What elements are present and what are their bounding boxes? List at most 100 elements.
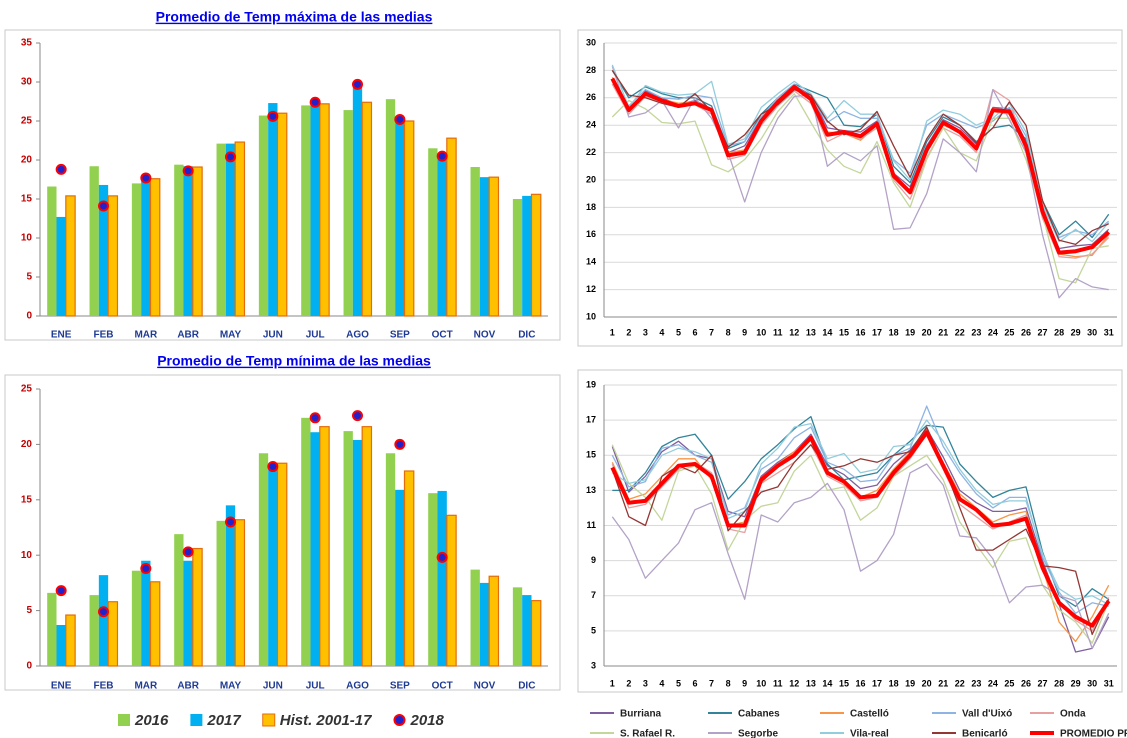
y-tick-label: 10 — [21, 233, 33, 244]
series-line: Benicarló — [611, 426, 1110, 636]
bar — [403, 470, 415, 667]
y-tick-label: 35 — [21, 38, 33, 49]
x-tick-label: 5 — [676, 327, 681, 337]
bar — [174, 164, 184, 316]
legend-label: Onda — [1060, 709, 1086, 720]
x-tick-label: 21 — [938, 327, 948, 337]
bar — [141, 178, 151, 316]
x-tick-label: 16 — [855, 327, 865, 337]
bar — [107, 195, 119, 317]
bar — [319, 103, 330, 317]
bar — [131, 570, 142, 666]
legend-swatch — [190, 714, 203, 726]
legend-swatch — [118, 714, 130, 726]
bar — [479, 177, 490, 316]
y-tick-label: 30 — [586, 37, 596, 47]
y-tick-label: 15 — [21, 494, 33, 505]
bar — [310, 101, 320, 316]
x-tick-label: 4 — [659, 327, 664, 337]
bar — [192, 547, 203, 667]
y-tick-label: 19 — [586, 379, 596, 389]
dot — [182, 546, 194, 558]
bar — [470, 569, 480, 666]
legend-label: PROMEDIO PR. — [1060, 729, 1127, 738]
y-tick-label: 10 — [21, 550, 33, 561]
series-group: Hist. 2001-17 — [65, 426, 542, 667]
x-tick-label: 30 — [1087, 678, 1097, 688]
legend-label: Burriana — [620, 709, 662, 720]
dot — [309, 412, 321, 424]
bar — [512, 199, 523, 316]
bar — [428, 493, 438, 666]
bar — [216, 520, 226, 666]
y-tick-label: 14 — [586, 257, 596, 267]
legend-label: Benicarló — [962, 729, 1008, 738]
x-tick-label: DIC — [518, 681, 535, 692]
bar — [141, 560, 151, 666]
x-tick-label: JUL — [306, 681, 325, 692]
x-tick-label: 29 — [1071, 327, 1081, 337]
x-tick-label: 26 — [1021, 678, 1031, 688]
x-tick-label: 25 — [1004, 327, 1014, 337]
x-tick-label: 21 — [938, 678, 948, 688]
bar — [301, 105, 311, 317]
x-tick-label: ENE — [51, 330, 72, 341]
y-tick-label: 5 — [26, 605, 32, 616]
dot — [98, 200, 109, 212]
dot — [140, 172, 152, 184]
y-tick-label: 0 — [26, 661, 32, 672]
bar — [192, 166, 203, 317]
x-tick-label: 9 — [742, 678, 747, 688]
y-tick-label: 15 — [21, 194, 33, 205]
chart-title: Promedio de Temp mínima de las medias — [157, 353, 431, 369]
x-tick-label: 20 — [922, 678, 932, 688]
x-tick-label: 7 — [709, 678, 714, 688]
bar — [530, 193, 542, 317]
x-tick-label: JUN — [263, 330, 283, 341]
y-tick-label: 17 — [586, 415, 596, 425]
x-tick-label: 12 — [789, 678, 799, 688]
x-tick-label: MAR — [134, 681, 158, 692]
series-line: S. Rafael R. — [611, 93, 1109, 284]
x-tick-label: 11 — [773, 678, 783, 688]
y-tick-label: 12 — [586, 284, 596, 294]
x-tick-label: 6 — [693, 327, 698, 337]
dot — [225, 516, 236, 528]
bar — [512, 587, 523, 666]
bar — [47, 592, 57, 666]
x-tick-label: 31 — [1104, 327, 1114, 337]
x-tick-label: 24 — [988, 327, 998, 337]
bar — [268, 463, 278, 666]
y-tick-label: 25 — [21, 116, 33, 127]
y-tick-label: 0 — [26, 311, 32, 322]
x-tick-label: 23 — [971, 327, 981, 337]
x-tick-label: 29 — [1071, 678, 1081, 688]
bar — [343, 110, 353, 316]
x-tick-label: 6 — [693, 678, 698, 688]
x-tick-label: 28 — [1054, 678, 1064, 688]
dot — [225, 151, 236, 163]
legend-label: 2017 — [206, 712, 241, 729]
bar — [234, 141, 246, 317]
dot — [267, 110, 279, 122]
x-tick-label: OCT — [432, 681, 453, 692]
bar — [343, 431, 353, 666]
bar — [488, 575, 500, 667]
x-tick-label: MAR — [134, 330, 158, 341]
x-tick-label: 30 — [1087, 327, 1097, 337]
bar — [65, 195, 76, 317]
series-line: Vall d'Uixó — [611, 405, 1109, 614]
y-tick-label: 5 — [26, 272, 32, 283]
series-group: Hist. 2001-17 — [65, 101, 542, 317]
series-group: 2018 — [55, 78, 448, 212]
legend-label: Castelló — [850, 709, 889, 720]
bar — [258, 453, 269, 666]
x-tick-label: SEP — [390, 330, 410, 341]
bar — [276, 112, 288, 317]
series-line: Segorbe — [611, 463, 1110, 650]
y-tick-label: 3 — [591, 660, 596, 670]
bar — [437, 154, 447, 316]
series-line: Vila-real — [611, 419, 1110, 606]
dot — [352, 410, 363, 422]
